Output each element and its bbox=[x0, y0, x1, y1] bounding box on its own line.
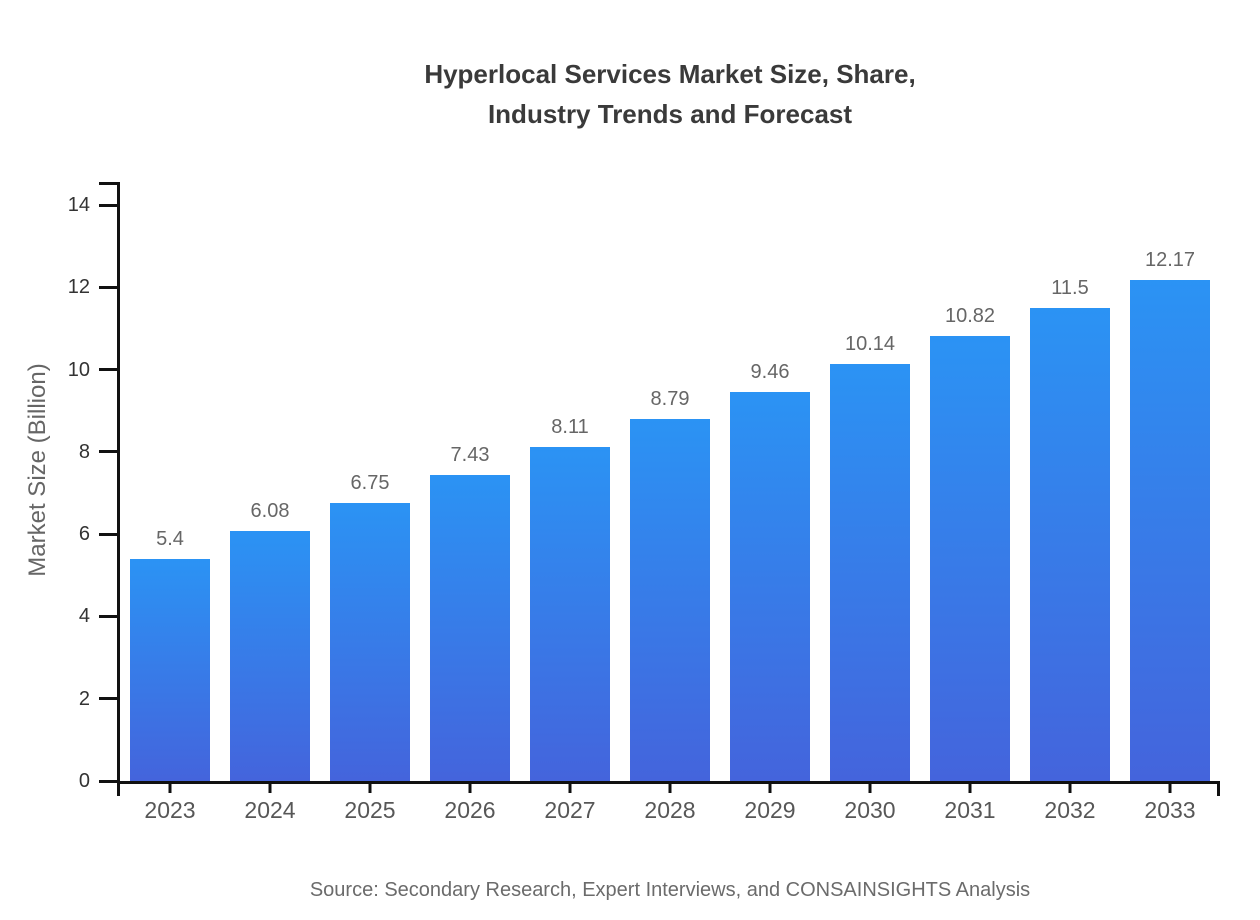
x-tick-label-2027: 2027 bbox=[544, 797, 596, 823]
y-axis-top-cap bbox=[99, 182, 117, 185]
category-cell-2033: 12.17 2033 bbox=[1120, 182, 1220, 823]
x-tick-2027 bbox=[568, 781, 572, 793]
bar-cells: 5.4 2023 6.08 2024 6.75 2025 7.43 2026 8.11 2027 8… bbox=[120, 182, 1220, 823]
bar-2032: 11.5 bbox=[1030, 277, 1110, 781]
x-axis-origin-tick bbox=[117, 784, 120, 796]
category-cell-2023: 5.4 2023 bbox=[120, 182, 220, 823]
chart-title-line-1: Hyperlocal Services Market Size, Share, bbox=[424, 59, 916, 89]
y-tick-label-12: 12 bbox=[67, 276, 90, 299]
bar-value-label-2027: 8.11 bbox=[551, 416, 589, 439]
y-axis-label: Market Size (Billion) bbox=[24, 363, 51, 577]
bar-2027: 8.11 bbox=[530, 416, 610, 781]
x-tick-2025 bbox=[368, 781, 372, 793]
category-cell-2027: 8.11 2027 bbox=[520, 182, 620, 823]
bar-value-label-2029: 9.46 bbox=[750, 360, 790, 383]
chart-title-line-2: Industry Trends and Forecast bbox=[487, 99, 853, 129]
y-tick-14 bbox=[99, 203, 117, 207]
category-cell-2028: 8.79 2028 bbox=[620, 182, 720, 823]
category-cell-2025: 6.75 2025 bbox=[320, 182, 420, 823]
x-tick-label-2025: 2025 bbox=[344, 797, 396, 823]
y-tick-10 bbox=[99, 368, 117, 372]
y-tick-label-4: 4 bbox=[78, 605, 90, 628]
plot-area: 5.4 2023 6.08 2024 6.75 2025 7.43 2026 8.11 2027 8… bbox=[68, 182, 1220, 823]
bar-value-label-2033: 12.17 bbox=[1144, 249, 1196, 272]
y-tick-6 bbox=[99, 532, 117, 536]
category-cell-2031: 10.82 2031 bbox=[920, 182, 1020, 823]
bar-value-label-2032: 11.5 bbox=[1051, 276, 1089, 299]
x-tick-label-2023: 2023 bbox=[144, 797, 196, 823]
x-tick-2031 bbox=[968, 781, 972, 793]
x-tick-label-2028: 2028 bbox=[644, 797, 696, 823]
x-tick-label-2033: 2033 bbox=[1144, 797, 1196, 823]
y-tick-12 bbox=[99, 285, 117, 289]
bar-value-label-2023: 5.4 bbox=[156, 527, 184, 550]
y-tick-label-14: 14 bbox=[67, 194, 90, 216]
y-tick-label-10: 10 bbox=[67, 358, 90, 381]
x-tick-label-2024: 2024 bbox=[244, 797, 296, 823]
bar-2023: 5.4 bbox=[130, 528, 210, 781]
x-tick-2032 bbox=[1068, 781, 1072, 793]
y-tick-2 bbox=[99, 697, 117, 701]
bar-2026: 7.43 bbox=[430, 444, 510, 781]
x-tick-label-2029: 2029 bbox=[744, 797, 796, 823]
bar-2029: 9.46 bbox=[730, 361, 810, 781]
category-cell-2030: 10.14 2030 bbox=[820, 182, 920, 823]
category-cell-2026: 7.43 2026 bbox=[420, 182, 520, 823]
y-tick-label-2: 2 bbox=[78, 687, 90, 710]
x-tick-2023 bbox=[168, 781, 172, 793]
source-text: Source: Secondary Research, Expert Inter… bbox=[309, 879, 1031, 901]
category-cell-2032: 11.5 2032 bbox=[1020, 182, 1120, 823]
x-tick-2026 bbox=[468, 781, 472, 793]
y-tick-0 bbox=[99, 779, 117, 783]
y-tick-8 bbox=[99, 450, 117, 454]
x-tick-2030 bbox=[868, 781, 872, 793]
category-cell-2029: 9.46 2029 bbox=[720, 182, 820, 823]
bar-value-label-2026: 7.43 bbox=[450, 444, 490, 467]
bar-2025: 6.75 bbox=[330, 472, 410, 781]
y-tick-label-0: 0 bbox=[78, 770, 90, 792]
bar-2031: 10.82 bbox=[930, 305, 1010, 781]
bar-2033: 12.17 bbox=[1130, 249, 1210, 781]
x-tick-label-2026: 2026 bbox=[444, 797, 496, 823]
bar-value-label-2024: 6.08 bbox=[250, 499, 290, 522]
bar-value-label-2030: 10.14 bbox=[844, 332, 896, 355]
y-tick-4 bbox=[99, 614, 117, 618]
y-tick-label-6: 6 bbox=[78, 523, 90, 546]
bar-2024: 6.08 bbox=[230, 500, 310, 781]
y-tick-label-8: 8 bbox=[78, 440, 90, 463]
x-tick-label-2031: 2031 bbox=[944, 797, 996, 823]
x-tick-2028 bbox=[668, 781, 672, 793]
x-tick-2024 bbox=[268, 781, 272, 793]
bar-value-label-2031: 10.82 bbox=[944, 304, 996, 327]
bar-value-label-2028: 8.79 bbox=[650, 388, 690, 411]
x-tick-2033 bbox=[1168, 781, 1172, 793]
category-cell-2024: 6.08 2024 bbox=[220, 182, 320, 823]
x-tick-label-2032: 2032 bbox=[1044, 797, 1096, 823]
bar-2030: 10.14 bbox=[830, 333, 910, 781]
x-tick-label-2030: 2030 bbox=[844, 797, 896, 823]
y-axis-line bbox=[117, 182, 120, 781]
x-tick-2029 bbox=[768, 781, 772, 793]
bar-2028: 8.79 bbox=[630, 388, 710, 781]
chart-title: Hyperlocal Services Market Size, Share, … bbox=[120, 54, 1220, 134]
bar-value-label-2025: 6.75 bbox=[350, 472, 390, 495]
x-axis-right-cap bbox=[1217, 784, 1220, 796]
